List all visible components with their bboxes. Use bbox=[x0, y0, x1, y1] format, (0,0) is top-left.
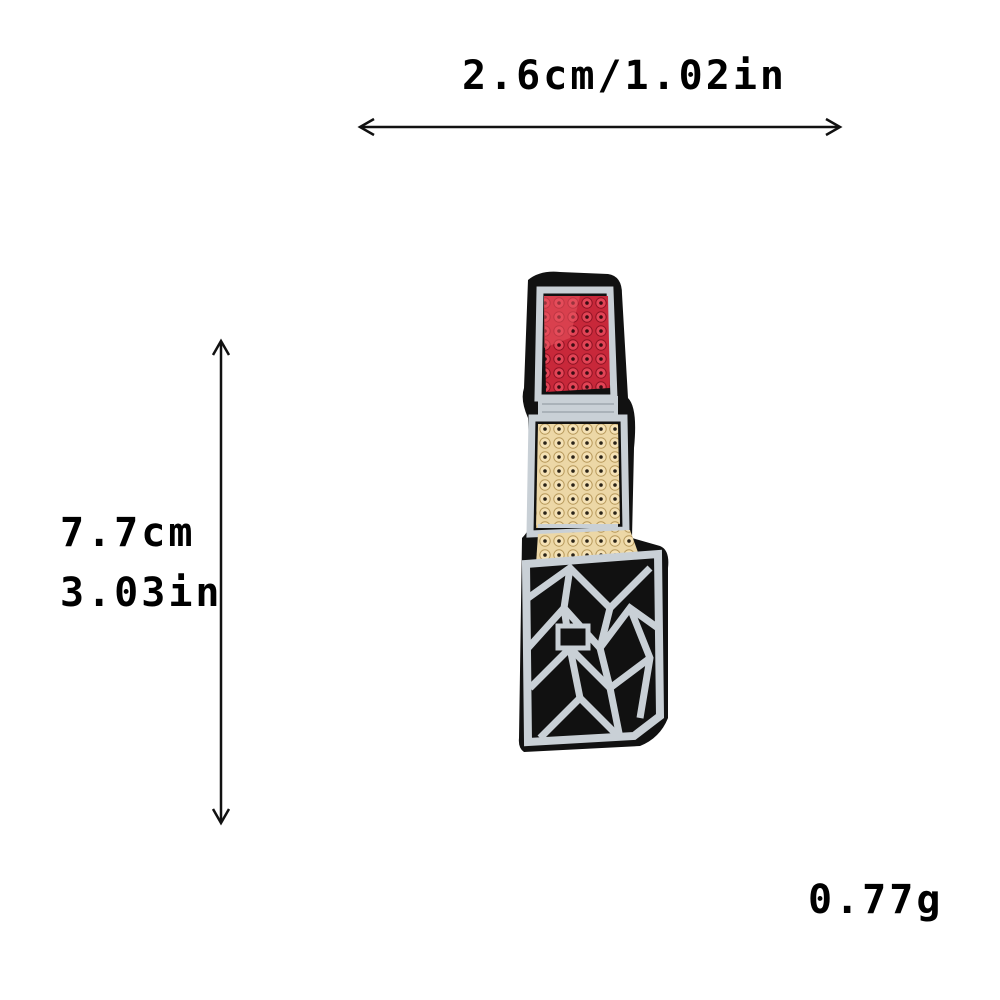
weight-measurement: 0.77g bbox=[808, 877, 944, 923]
width-measurement: 2.6cm/1.02in bbox=[462, 53, 787, 99]
lipstick-base bbox=[521, 549, 665, 747]
height-arrow bbox=[211, 338, 231, 826]
lipstick-patch-image bbox=[518, 271, 669, 752]
lipstick-tube bbox=[536, 424, 620, 528]
base-lattice bbox=[525, 563, 661, 741]
width-arrow bbox=[357, 117, 843, 137]
height-measurement-in: 3.03in bbox=[60, 570, 223, 616]
height-measurement-cm: 7.7cm bbox=[60, 510, 196, 556]
